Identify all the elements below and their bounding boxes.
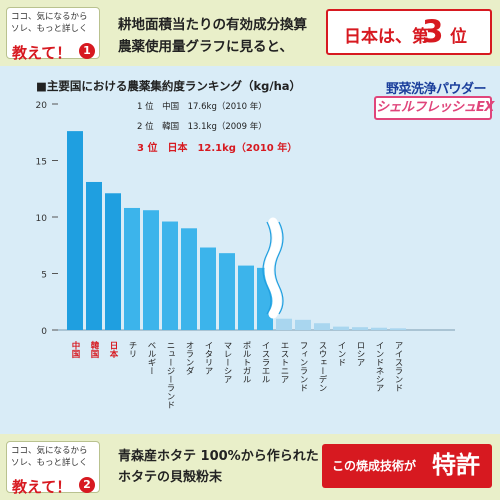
- bar: [333, 326, 349, 330]
- brand-line-1: 野菜洗浄パウダー: [386, 82, 487, 97]
- bar: [314, 323, 330, 330]
- result-prefix: 日本は、第: [344, 27, 429, 47]
- bar: [238, 265, 254, 330]
- question-big-text: 教えて！: [12, 44, 72, 62]
- question-box-1: ココ、気になるから ソレ、もっと詳しく 教えて！ 1: [6, 7, 100, 62]
- bar: [200, 247, 216, 330]
- x-tick-label: オランダ: [184, 341, 194, 375]
- y-tick-label: 5: [41, 271, 47, 281]
- question-big-text: 教えて！: [12, 478, 72, 496]
- axis-break-wave: [264, 217, 282, 319]
- bar: [276, 318, 292, 330]
- bar: [390, 328, 406, 330]
- axis-break-edge: [262, 221, 272, 315]
- x-tick-label: エストニア: [279, 341, 289, 384]
- chart-title: ■主要国における農薬集約度ランキング（kg/ha）: [36, 79, 302, 93]
- bar: [86, 181, 102, 330]
- x-tick-label: ベルギー: [146, 341, 156, 375]
- x-tick-label: 韓国: [89, 340, 99, 359]
- x-tick-label: ニュージーランド: [165, 341, 175, 409]
- header-text-line-1: 耕地面積当たりの有効成分換算: [118, 17, 307, 33]
- bar: [67, 131, 83, 330]
- x-tick-label: ロシア: [355, 341, 365, 367]
- footer-text-line-2: ホタテの貝殻粉末: [118, 470, 223, 485]
- question-number-badge: 2: [79, 477, 95, 493]
- ranking-3: 3 位 日本 12.1kg（2010 年）: [137, 143, 298, 154]
- x-tick-label: フィンランド: [298, 341, 308, 392]
- chart-panel: [0, 66, 500, 434]
- y-tick-label: 0: [41, 327, 47, 337]
- x-tick-label: イタリア: [203, 341, 213, 375]
- x-tick-label: 日本: [108, 341, 118, 359]
- x-tick-label: イスラエル: [260, 341, 270, 384]
- axis-break-edge: [274, 221, 284, 315]
- brand-logo: シェルフレッシュEX: [374, 96, 494, 120]
- x-tick-label: チリ: [127, 341, 137, 358]
- question-number-badge: 1: [79, 43, 95, 59]
- result-box: 日本は、第 3 位: [326, 9, 492, 55]
- question-line-1: ココ、気になるから: [11, 446, 88, 456]
- y-tick-label: 20: [36, 101, 48, 111]
- x-tick-label: インド: [336, 341, 346, 367]
- y-tick-label: 15: [36, 158, 47, 168]
- y-tick-label: 10: [36, 214, 48, 224]
- bar: [295, 319, 311, 330]
- patent-badge: この焼成技術が 特許: [322, 444, 492, 488]
- bar: [143, 210, 159, 330]
- patent-badge-prefix: この焼成技術が: [332, 459, 417, 473]
- x-tick-label: アイスランド: [393, 341, 403, 392]
- bar: [162, 221, 178, 330]
- x-tick-label: マレーシア: [222, 341, 232, 384]
- footer-text-line-1: 青森産ホタテ 100%から作られた: [118, 449, 319, 464]
- x-tick-label: 中国: [70, 340, 80, 359]
- patent-badge-main: 特許: [432, 451, 480, 479]
- question-box-2: ココ、気になるから ソレ、もっと詳しく 教えて！ 2: [6, 441, 100, 496]
- ranking-2: 2 位 韓国 13.1kg（2009 年）: [137, 122, 267, 132]
- x-tick-label: スウェーデン: [317, 341, 327, 392]
- question-line-2: ソレ、もっと詳しく: [11, 24, 88, 34]
- question-line-1: ココ、気になるから: [11, 12, 88, 22]
- bar: [371, 327, 387, 330]
- x-tick-label: ポルトガル: [241, 341, 251, 384]
- x-tick-label: インドネシア: [374, 341, 384, 392]
- bar: [219, 253, 235, 330]
- result-number: 3: [422, 14, 444, 50]
- result-suffix: 位: [450, 27, 467, 47]
- bar: [352, 327, 368, 330]
- ranking-1: 1 位 中国 17.6kg（2010 年）: [137, 102, 267, 112]
- header-text-line-2: 農薬使用量グラフに見ると、: [118, 39, 293, 55]
- bar: [105, 193, 121, 330]
- bar: [124, 207, 140, 330]
- question-line-2: ソレ、もっと詳しく: [11, 458, 88, 468]
- bar: [181, 228, 197, 330]
